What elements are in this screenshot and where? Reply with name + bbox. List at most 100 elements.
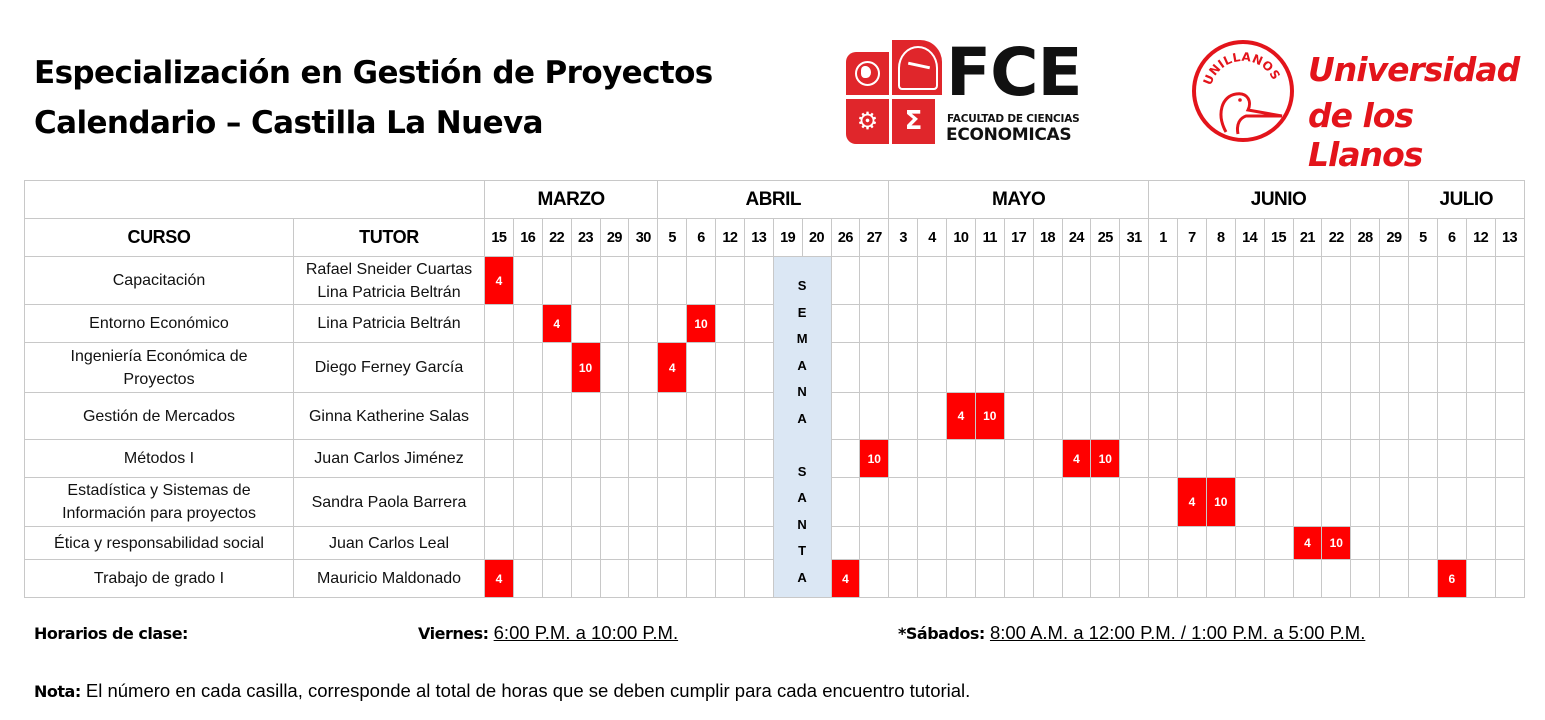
empty-cell — [1234, 304, 1265, 343]
empty-cell — [917, 392, 947, 440]
empty-cell — [1465, 439, 1496, 478]
note-text: El número en cada casilla, corresponde a… — [80, 680, 971, 701]
empty-cell — [917, 342, 947, 393]
tutor-name: Rafael Sneider Cuartas Lina Patricia Belt… — [293, 256, 485, 305]
empty-cell — [888, 477, 919, 527]
empty-cell — [1292, 342, 1323, 393]
session-hours-cell: 10 — [974, 392, 1005, 440]
empty-cell — [946, 256, 976, 305]
empty-cell — [686, 526, 716, 560]
empty-cell — [1379, 392, 1409, 440]
empty-cell — [1234, 392, 1265, 440]
empty-cell — [657, 559, 688, 598]
day-header: 22 — [541, 218, 572, 257]
empty-cell — [1408, 477, 1438, 527]
empty-cell — [657, 439, 688, 478]
day-header: 28 — [1350, 218, 1381, 257]
empty-cell — [1234, 477, 1265, 527]
day-header: 13 — [1494, 218, 1525, 257]
session-hours-cell: 10 — [570, 342, 601, 393]
empty-cell — [512, 439, 543, 478]
empty-cell — [1379, 342, 1409, 393]
empty-cell — [686, 342, 716, 393]
empty-cell — [888, 392, 919, 440]
empty-cell — [1090, 526, 1121, 560]
course-row: Trabajo de grado I Mauricio Maldonado 4 4 6 — [24, 559, 1525, 598]
empty-cell — [628, 477, 659, 527]
empty-cell — [512, 477, 543, 527]
empty-cell — [1494, 342, 1525, 393]
month-marzo: MARZO — [483, 180, 659, 219]
empty-cell — [1119, 559, 1150, 598]
empty-cell — [1321, 342, 1352, 393]
tutor-name: Ginna Katherine Salas — [293, 392, 485, 440]
empty-cell — [1032, 256, 1063, 305]
unillanos-logo: UNILLANOS Universidad de los Llanos — [1192, 40, 1532, 174]
empty-cell — [859, 477, 890, 527]
svg-text:UNILLANOS: UNILLANOS — [1200, 50, 1283, 87]
empty-cell — [888, 256, 919, 305]
empty-cell — [743, 477, 774, 527]
empty-cell — [1090, 477, 1121, 527]
empty-cell — [657, 477, 688, 527]
empty-cell — [599, 342, 630, 393]
month-abril: ABRIL — [657, 180, 890, 219]
empty-cell — [628, 392, 659, 440]
friday-schedule: Viernes: 6:00 P.M. a 10:00 P.M. — [418, 622, 678, 644]
empty-cell — [1350, 439, 1381, 478]
empty-cell — [715, 477, 745, 527]
empty-cell — [946, 559, 976, 598]
empty-cell — [1379, 439, 1409, 478]
day-header: 31 — [1119, 218, 1150, 257]
empty-cell — [1003, 439, 1034, 478]
empty-cell — [1292, 439, 1323, 478]
empty-cell — [1234, 256, 1265, 305]
empty-cell — [541, 559, 572, 598]
empty-cell — [541, 392, 572, 440]
session-hours-cell: 6 — [1436, 559, 1467, 598]
empty-cell — [917, 304, 947, 343]
empty-cell — [1119, 256, 1150, 305]
empty-cell — [628, 559, 659, 598]
empty-cell — [628, 439, 659, 478]
day-header: 27 — [859, 218, 890, 257]
session-hours-cell: 10 — [686, 304, 716, 343]
empty-cell — [715, 526, 745, 560]
empty-cell — [1263, 526, 1294, 560]
month-junio: JUNIO — [1148, 180, 1409, 219]
empty-cell — [888, 342, 919, 393]
empty-cell — [1003, 256, 1034, 305]
empty-cell — [1090, 342, 1121, 393]
empty-cell — [1032, 477, 1063, 527]
empty-cell — [917, 439, 947, 478]
empty-cell — [1090, 256, 1121, 305]
empty-cell — [1032, 439, 1063, 478]
friday-hours: 6:00 P.M. a 10:00 P.M. — [493, 622, 679, 643]
empty-cell — [1205, 304, 1236, 343]
empty-cell — [1263, 304, 1294, 343]
unillanos-name-line2: de los Llanos — [1308, 96, 1423, 174]
note: Nota: El número en cada casilla, corresp… — [34, 680, 970, 702]
empty-cell — [946, 526, 976, 560]
day-header: 13 — [743, 218, 774, 257]
empty-cell — [541, 526, 572, 560]
empty-cell — [1408, 304, 1438, 343]
empty-cell — [599, 439, 630, 478]
day-header: 19 — [772, 218, 803, 257]
course-column-header: CURSO — [24, 218, 294, 257]
empty-cell — [1263, 439, 1294, 478]
empty-cell — [1263, 559, 1294, 598]
course-name: Trabajo de grado I — [24, 559, 294, 598]
day-header: 12 — [715, 218, 745, 257]
day-header: 1 — [1148, 218, 1178, 257]
empty-cell — [541, 256, 572, 305]
empty-cell — [946, 342, 976, 393]
empty-cell — [1119, 304, 1150, 343]
empty-cell — [1379, 304, 1409, 343]
tutor-name: Juan Carlos Jiménez — [293, 439, 485, 478]
empty-cell — [974, 256, 1005, 305]
empty-cell — [1379, 477, 1409, 527]
day-header: 26 — [830, 218, 861, 257]
heron-emblem-icon: UNILLANOS — [1192, 40, 1294, 142]
empty-cell — [1032, 392, 1063, 440]
